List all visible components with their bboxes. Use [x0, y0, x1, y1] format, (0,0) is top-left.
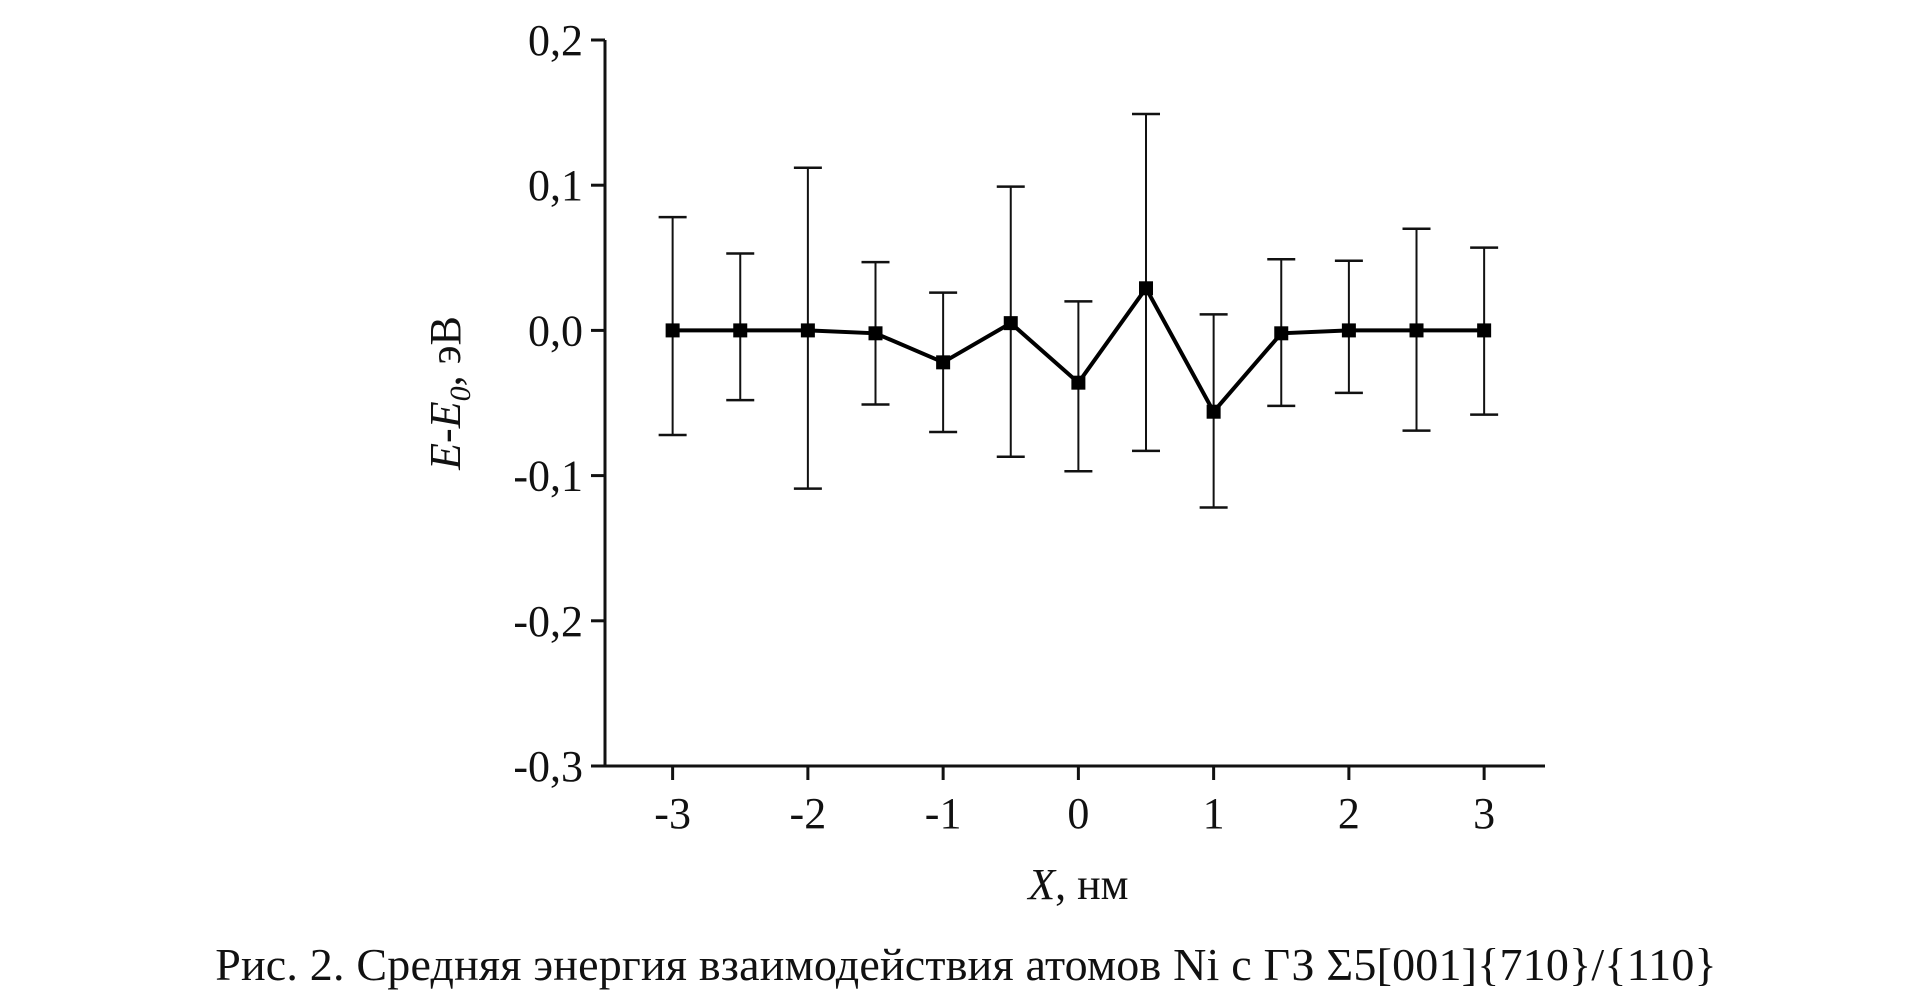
data-point	[1341, 323, 1356, 338]
x-axis-label: X, нм	[1026, 860, 1128, 909]
data-point	[1274, 326, 1289, 341]
y-axis-label-e: E	[421, 443, 470, 471]
figure-caption: Рис. 2. Средняя энергия взаимодействия а…	[215, 939, 1717, 990]
x-tick-label: 1	[1203, 789, 1225, 838]
y-axis-label-e0: E	[421, 401, 470, 429]
data-point	[733, 323, 748, 338]
x-tick-label: -3	[654, 789, 691, 838]
y-axis-label-unit: , эВ	[421, 316, 470, 386]
data-point	[1139, 281, 1154, 296]
data-point	[936, 355, 951, 370]
x-ticks: -3 -2 -1 0 1 2 3	[654, 766, 1495, 838]
axes	[603, 40, 1545, 768]
x-tick-label: 3	[1473, 789, 1495, 838]
data-point	[800, 323, 815, 338]
y-tick-label: -0,1	[513, 452, 583, 501]
y-ticks: -0,3 -0,2 -0,1 0,0 0,1 0,2	[513, 16, 605, 791]
data-point	[1409, 323, 1424, 338]
chart: -0,3 -0,2 -0,1 0,0 0,1 0,2 -3 -2 -1 0 1 2 3 X, нм E…	[421, 16, 1545, 909]
y-axis-label-dash: -	[421, 428, 470, 443]
x-axis-label-unit: , нм	[1055, 860, 1128, 909]
x-axis-label-var: X	[1026, 860, 1057, 909]
y-axis-label-sub: 0	[444, 386, 477, 401]
data-point	[1003, 316, 1018, 331]
data-point	[1477, 323, 1492, 338]
y-tick-label: 0,1	[528, 161, 583, 210]
data-points	[665, 281, 1492, 419]
data-point	[1071, 375, 1086, 390]
y-axis-label: E-E0, эВ	[421, 316, 477, 471]
x-tick-label: 2	[1338, 789, 1360, 838]
error-bars	[658, 112, 1499, 509]
data-point	[868, 326, 883, 341]
y-tick-label: -0,3	[513, 742, 583, 791]
y-tick-label: 0,0	[528, 306, 583, 355]
x-tick-label: 0	[1067, 789, 1089, 838]
data-point	[665, 323, 680, 338]
y-tick-label: 0,2	[528, 16, 583, 65]
x-tick-label: -2	[790, 789, 827, 838]
data-point	[1206, 404, 1221, 419]
x-tick-label: -1	[925, 789, 962, 838]
y-tick-label: -0,2	[513, 597, 583, 646]
